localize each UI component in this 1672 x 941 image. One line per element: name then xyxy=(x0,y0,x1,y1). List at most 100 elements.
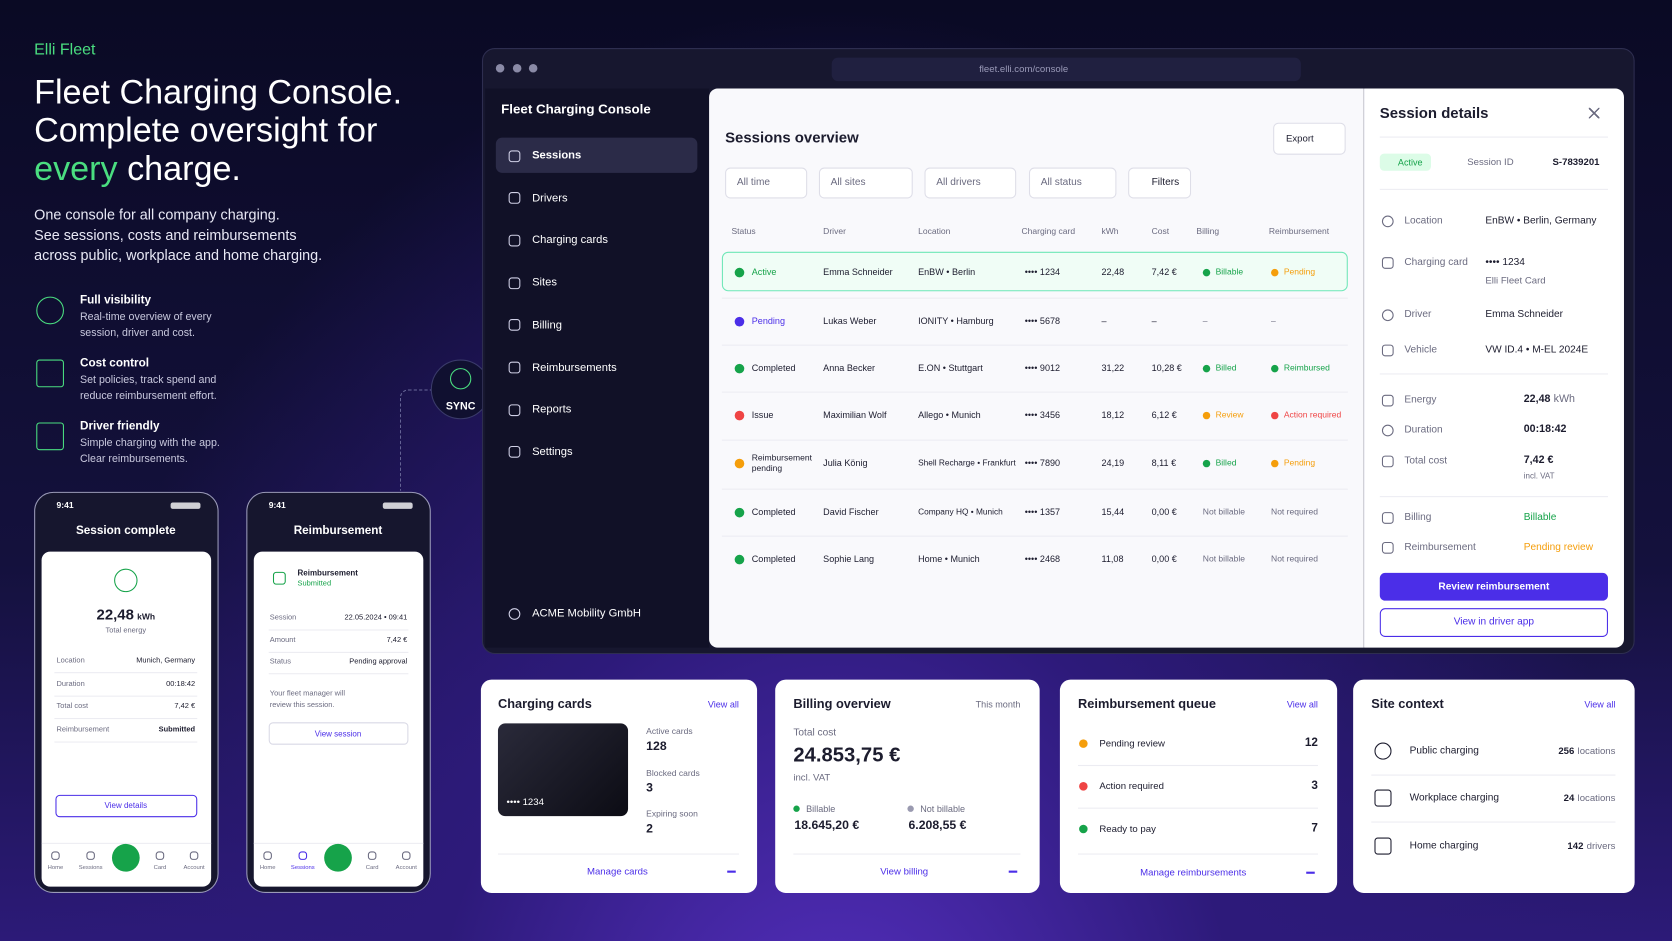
nav-label[interactable]: Account xyxy=(395,864,417,872)
status-dot xyxy=(1202,411,1210,419)
hero-title: every charge. xyxy=(34,148,241,189)
charge-button[interactable] xyxy=(111,843,140,872)
cell: David Fischer xyxy=(823,506,879,518)
divider xyxy=(268,673,409,675)
feature-title: Cost control xyxy=(79,356,150,370)
link[interactable]: Manage reimbursements xyxy=(1140,866,1247,878)
icon xyxy=(1381,511,1394,524)
status-time: 9:41 xyxy=(268,500,286,511)
divider xyxy=(1379,496,1608,498)
close-button[interactable] xyxy=(1588,107,1600,119)
site-label: Workplace charging xyxy=(1409,791,1500,804)
link[interactable]: View all xyxy=(1584,698,1616,710)
link[interactable]: Manage cards xyxy=(586,865,648,877)
url-bar[interactable] xyxy=(831,57,1301,82)
hero-intro: across public, workplace and home chargi… xyxy=(34,247,323,264)
feature-title: Full visibility xyxy=(79,293,152,307)
sync-label: SYNC xyxy=(445,401,476,413)
icon xyxy=(1381,308,1394,321)
split-value: 6.208,55 € xyxy=(908,819,967,833)
nav-item[interactable]: Reports xyxy=(532,403,572,416)
status: Completed xyxy=(751,553,796,565)
divider xyxy=(1379,188,1608,190)
filter-label[interactable]: All drivers xyxy=(936,176,981,189)
filter-label[interactable]: All sites xyxy=(830,176,866,189)
icon xyxy=(508,607,520,620)
text: charge. xyxy=(127,149,241,188)
filter[interactable] xyxy=(818,167,913,199)
arrow[interactable] xyxy=(1008,870,1018,873)
phone-title: Session complete xyxy=(75,524,176,538)
filter-label[interactable]: All status xyxy=(1040,176,1082,189)
filter[interactable] xyxy=(725,167,808,199)
icon xyxy=(189,851,199,860)
primary-button[interactable] xyxy=(1379,572,1608,601)
site-label: Public charging xyxy=(1409,745,1479,757)
nav-item[interactable]: Reimbursements xyxy=(532,360,617,374)
panel-title: Session details xyxy=(1379,104,1489,122)
status-dot xyxy=(1270,364,1278,372)
nav-label[interactable]: Card xyxy=(365,864,379,872)
status-dot xyxy=(734,458,744,468)
id-label: Session ID xyxy=(1467,156,1514,168)
nav-item[interactable]: Billing xyxy=(532,318,562,332)
cell: Allego • Munich xyxy=(918,409,981,421)
status-dot xyxy=(528,64,538,73)
arrow[interactable] xyxy=(727,870,736,873)
button-label[interactable]: View details xyxy=(104,800,148,811)
widget-title: Billing overview xyxy=(793,696,891,712)
nav-label[interactable]: Home xyxy=(47,864,64,872)
nav-label[interactable]: Account xyxy=(183,864,205,872)
button-label[interactable]: Review reimbursement xyxy=(1438,580,1550,593)
nav-item[interactable]: Sessions xyxy=(532,149,582,162)
arrow[interactable] xyxy=(1306,871,1315,874)
charge-button[interactable] xyxy=(324,843,352,872)
status-dot xyxy=(1079,782,1088,791)
status-icons xyxy=(382,502,413,509)
state-label: Reimbursement xyxy=(1404,541,1476,553)
nav-label[interactable]: Card xyxy=(153,864,167,872)
nav-label[interactable]: Home xyxy=(259,864,276,872)
link[interactable]: View all xyxy=(1286,698,1318,710)
stat-value: 3 xyxy=(646,781,654,795)
status: Pending xyxy=(751,315,786,327)
filter-label[interactable]: Filters xyxy=(1151,176,1180,189)
filter-label[interactable]: All time xyxy=(736,176,771,189)
text: 00:18:42 xyxy=(1523,423,1567,436)
button-label[interactable]: Export xyxy=(1285,132,1314,144)
cell-status: Pending xyxy=(1283,266,1316,277)
button[interactable] xyxy=(55,794,198,818)
divider xyxy=(41,842,212,844)
button[interactable] xyxy=(268,722,409,745)
export-button[interactable] xyxy=(1273,122,1346,155)
secondary-button[interactable] xyxy=(1379,608,1608,637)
site-label: Home charging xyxy=(1409,839,1479,852)
stat-label: Expiring soon xyxy=(646,808,698,819)
cell-status: Billed xyxy=(1215,362,1237,373)
cell-status: Not required xyxy=(1271,553,1318,564)
nav-item[interactable]: Charging cards xyxy=(532,233,609,247)
button-label[interactable]: View session xyxy=(314,729,362,739)
cell: 0,00 € xyxy=(1151,553,1177,565)
nav-item[interactable]: Settings xyxy=(532,445,573,459)
nav-item[interactable]: Sites xyxy=(532,276,557,289)
filter[interactable] xyxy=(924,167,1017,199)
cell: IONITY • Hamburg xyxy=(918,315,994,327)
status-dot xyxy=(734,363,744,373)
column-header: kWh xyxy=(1101,226,1119,237)
status-dot xyxy=(1270,411,1278,419)
nav-label[interactable]: Sessions xyxy=(78,864,103,872)
cell: 8,11 € xyxy=(1151,457,1177,469)
stat-label: Active cards xyxy=(646,726,693,737)
link[interactable]: View all xyxy=(707,698,739,710)
link[interactable]: View billing xyxy=(880,865,929,877)
cell: 15,44 xyxy=(1101,506,1125,518)
nav-item[interactable]: Drivers xyxy=(532,191,568,205)
filter[interactable] xyxy=(1028,167,1117,199)
button-label[interactable]: View in driver app xyxy=(1453,615,1535,628)
filter[interactable] xyxy=(1128,167,1192,199)
cell: 6,12 € xyxy=(1151,409,1177,421)
nav-label[interactable]: Sessions xyxy=(290,864,315,872)
text: kWh xyxy=(137,611,156,622)
account[interactable]: ACME Mobility GmbH xyxy=(532,606,641,620)
